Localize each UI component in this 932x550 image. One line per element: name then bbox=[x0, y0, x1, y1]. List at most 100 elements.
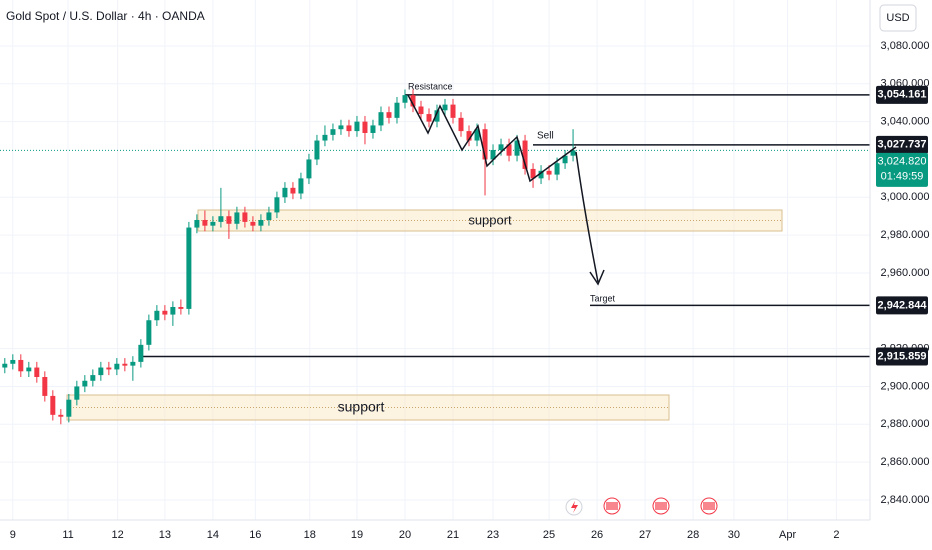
x-tick-label: 25 bbox=[543, 529, 555, 541]
y-tick-label: 2,960.000 bbox=[881, 267, 930, 279]
candle-body bbox=[90, 375, 96, 381]
arrow-head bbox=[589, 269, 605, 286]
candle-body bbox=[378, 112, 384, 126]
candle-body bbox=[458, 117, 464, 132]
y-tick-label: 2,880.000 bbox=[881, 418, 930, 430]
candle-body bbox=[466, 131, 472, 141]
candle-body bbox=[362, 121, 368, 133]
zone-label: support bbox=[468, 212, 512, 227]
candle-body bbox=[194, 219, 200, 228]
candle-body bbox=[442, 104, 448, 111]
level-annotation: Target bbox=[590, 293, 616, 303]
price-tag-label: 3,054.161 bbox=[878, 89, 927, 101]
x-tick-label: 9 bbox=[10, 529, 16, 541]
candle-body bbox=[50, 395, 56, 415]
x-tick-label: 14 bbox=[207, 529, 219, 541]
candle-body bbox=[562, 155, 568, 164]
candle-body bbox=[98, 367, 104, 376]
candle-body bbox=[386, 112, 392, 118]
candle-body bbox=[66, 399, 72, 417]
candle-body bbox=[298, 178, 304, 194]
candle-body bbox=[546, 170, 552, 175]
candle-body bbox=[42, 376, 48, 396]
candle-body bbox=[282, 187, 288, 198]
candle-body bbox=[242, 212, 248, 222]
time-axis bbox=[0, 520, 870, 550]
grid bbox=[0, 0, 870, 520]
level-annotation: Resistance bbox=[408, 81, 453, 91]
y-tick-label: 2,900.000 bbox=[881, 380, 930, 392]
candle-body bbox=[338, 125, 344, 130]
x-tick-label: 23 bbox=[487, 529, 499, 541]
candle-body bbox=[522, 140, 528, 169]
x-tick-label: 2 bbox=[833, 529, 839, 541]
candle-body bbox=[410, 95, 416, 107]
y-tick-label: 2,860.000 bbox=[881, 456, 930, 468]
price-tag bbox=[876, 85, 928, 104]
candle-body bbox=[482, 129, 488, 160]
pattern-drawing bbox=[407, 94, 577, 183]
forecast-arrow bbox=[575, 151, 599, 283]
last-price-label: 3,024.820 bbox=[878, 156, 927, 168]
x-tick-label: 27 bbox=[639, 529, 651, 541]
candle-body bbox=[570, 150, 576, 156]
candle-body bbox=[218, 216, 224, 222]
candle-body bbox=[34, 367, 40, 377]
candle-body bbox=[394, 102, 400, 118]
candle-body bbox=[58, 414, 64, 417]
y-tick-label: 3,040.000 bbox=[881, 116, 930, 128]
event-icon-glyph bbox=[606, 502, 618, 510]
y-tick-label: 3,080.000 bbox=[881, 40, 930, 52]
candle-body bbox=[122, 363, 128, 366]
candle-body bbox=[26, 367, 32, 372]
candle-body bbox=[154, 310, 160, 321]
candle-body bbox=[162, 310, 168, 315]
price-tags: 3,054.161 3,027.737 2,942.844 2,915.859 3,02… bbox=[876, 85, 928, 366]
candles bbox=[2, 89, 576, 425]
candle-body bbox=[202, 219, 208, 226]
event-icon-glyph bbox=[703, 502, 715, 510]
candle-body bbox=[490, 150, 496, 160]
candle-body bbox=[498, 144, 504, 151]
event-icons bbox=[565, 497, 718, 516]
candle-body bbox=[450, 104, 456, 118]
candle-body bbox=[354, 121, 360, 132]
currency-label: USD bbox=[886, 12, 909, 24]
last-price-tag bbox=[876, 152, 928, 187]
candle-body bbox=[114, 363, 120, 370]
candle-body bbox=[10, 359, 16, 364]
candle-body bbox=[250, 221, 256, 226]
candle-body bbox=[2, 363, 8, 368]
x-tick-label: Apr bbox=[779, 529, 796, 541]
chart-title: Gold Spot / U.S. Dollar · 4h · OANDA bbox=[6, 9, 205, 23]
candle-body bbox=[330, 129, 336, 135]
price-tag bbox=[876, 296, 928, 315]
candle-body bbox=[106, 367, 112, 370]
candle-body bbox=[554, 163, 560, 175]
candle-body bbox=[418, 106, 424, 115]
candle-body bbox=[434, 110, 440, 122]
x-tick-label: 19 bbox=[351, 529, 363, 541]
candle-body bbox=[82, 380, 88, 387]
event-icon-glyph bbox=[655, 502, 667, 510]
price-tag-label: 3,027.737 bbox=[878, 139, 927, 151]
candle-body bbox=[130, 361, 136, 366]
candle-body bbox=[290, 187, 296, 194]
x-tick-label: 11 bbox=[62, 529, 73, 541]
y-tick-label: 2,980.000 bbox=[881, 229, 930, 241]
candle-body bbox=[474, 129, 480, 141]
candle-body bbox=[506, 144, 512, 156]
candle-body bbox=[346, 125, 352, 132]
currency-button[interactable] bbox=[879, 4, 917, 32]
zone-label: support bbox=[338, 399, 385, 415]
candle-body bbox=[306, 159, 312, 179]
candle-body bbox=[314, 140, 320, 160]
x-tick-label: 12 bbox=[112, 529, 124, 541]
x-tick-label: 16 bbox=[249, 529, 261, 541]
candle-body bbox=[258, 219, 264, 226]
x-tick-label: 20 bbox=[399, 529, 411, 541]
level-annotation: Sell bbox=[537, 131, 554, 142]
x-tick-label: 18 bbox=[304, 529, 316, 541]
